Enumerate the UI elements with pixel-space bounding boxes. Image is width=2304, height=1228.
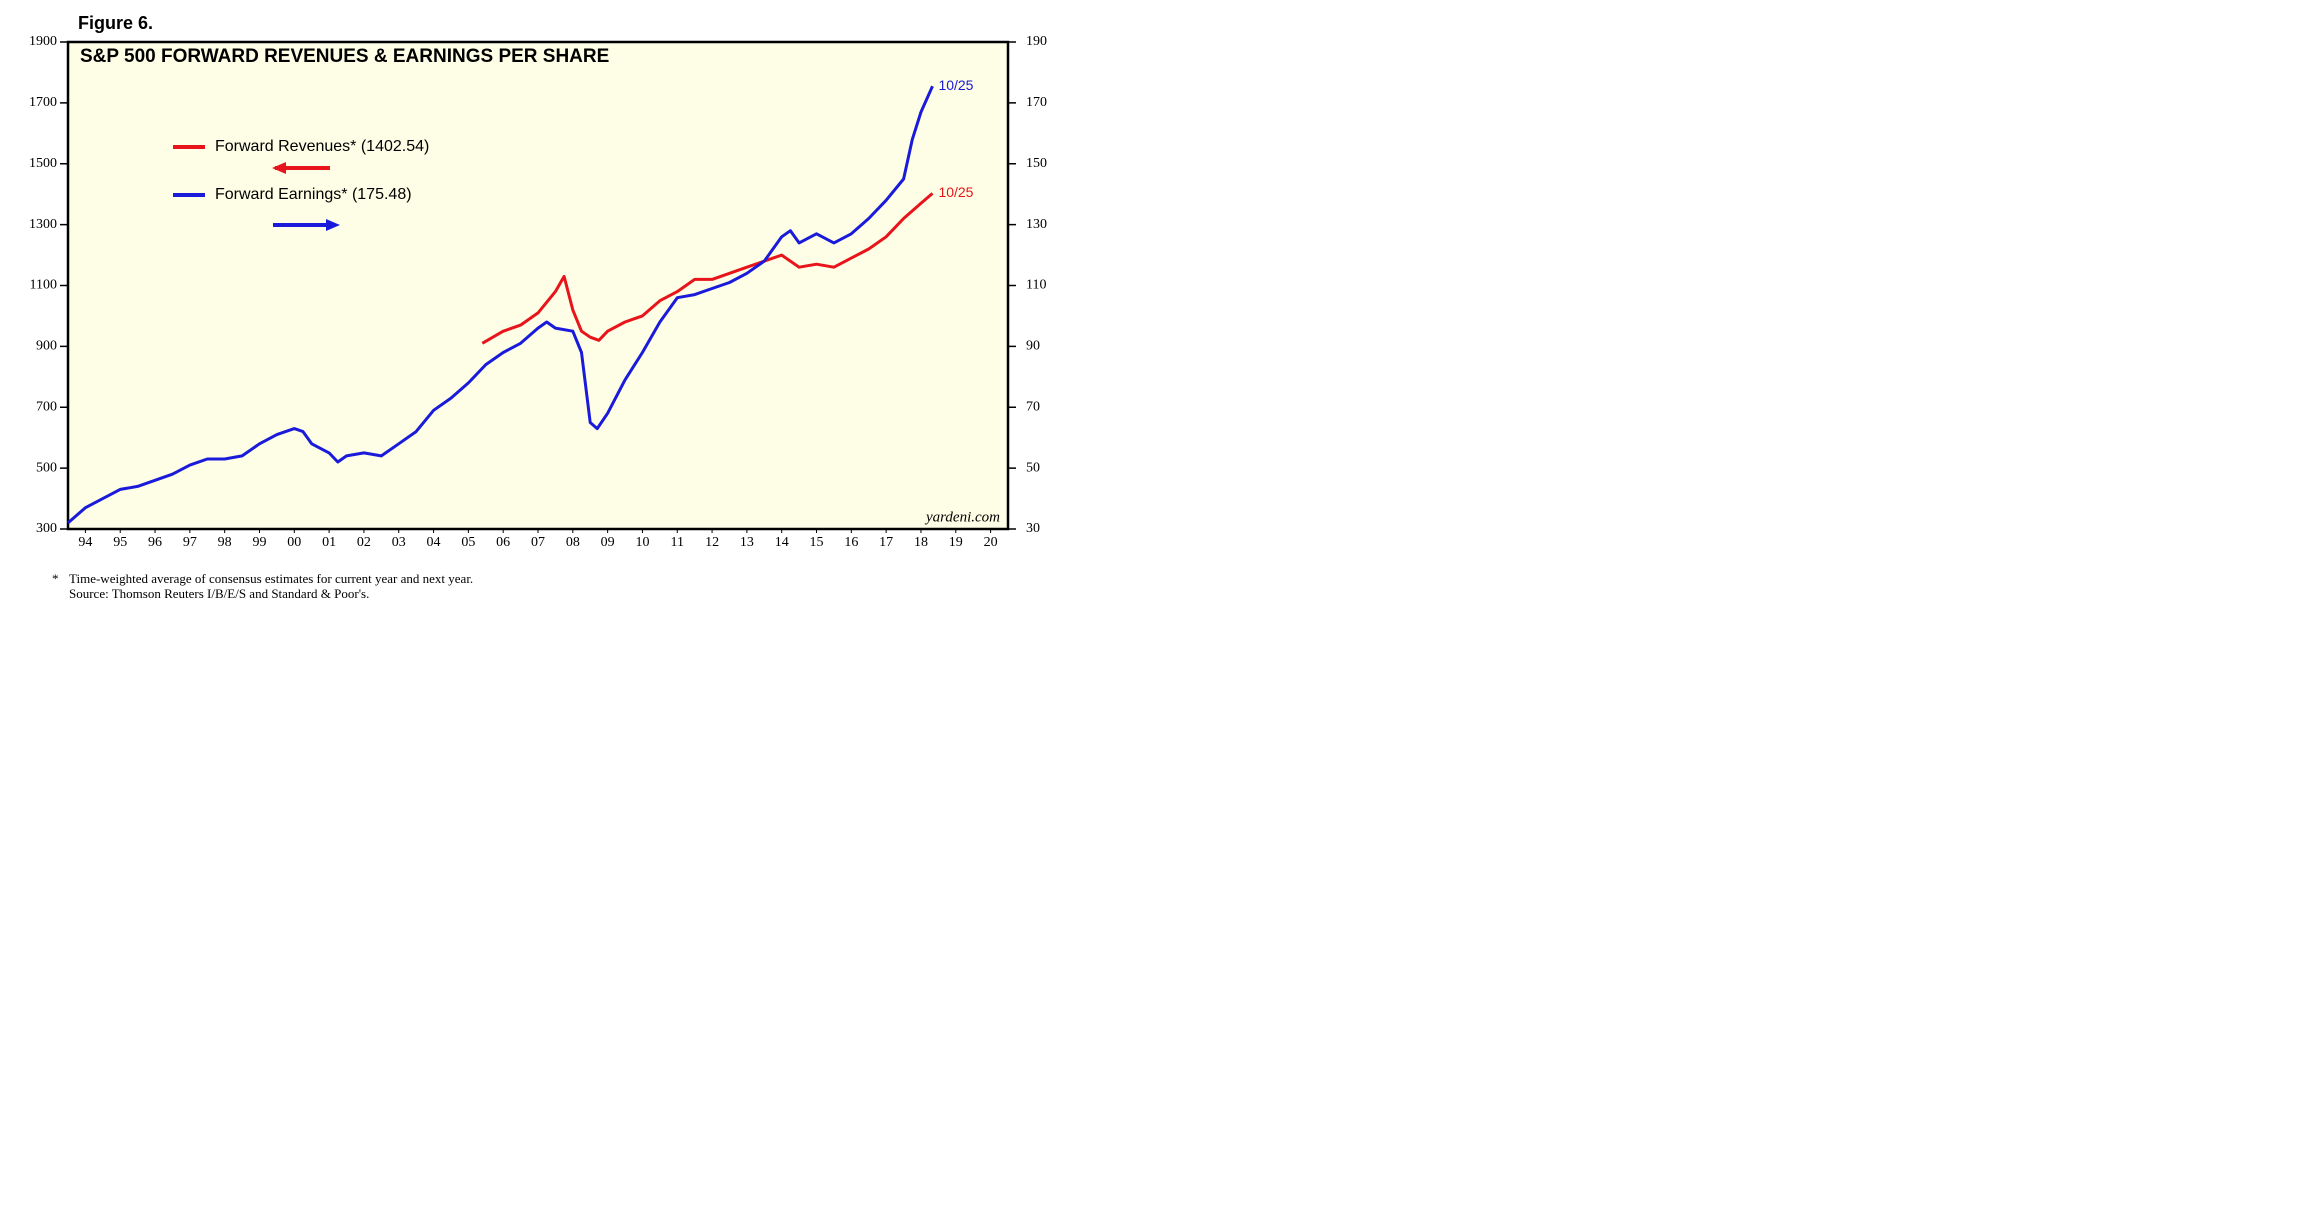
x-tick-label: 96 <box>148 535 162 550</box>
x-tick-label: 94 <box>78 535 92 550</box>
y-tick-label: 1100 <box>30 278 57 293</box>
y-tick-label: 1900 <box>29 34 57 49</box>
x-tick-label: 99 <box>252 535 266 550</box>
source: Source: Thomson Reuters I/B/E/S and Stan… <box>69 586 369 601</box>
footnote: Time-weighted average of consensus estim… <box>69 571 473 586</box>
y2-tick-label: 130 <box>1026 217 1047 232</box>
x-tick-label: 17 <box>879 535 893 550</box>
x-tick-label: 08 <box>566 535 580 550</box>
x-tick-label: 04 <box>427 535 441 550</box>
x-tick-label: 18 <box>914 535 928 550</box>
x-tick-label: 15 <box>810 535 824 550</box>
y2-tick-label: 70 <box>1026 399 1040 414</box>
axis-arrow-head <box>272 162 286 174</box>
x-tick-label: 09 <box>601 535 615 550</box>
x-tick-label: 05 <box>461 535 475 550</box>
x-tick-label: 00 <box>287 535 301 550</box>
x-tick-label: 12 <box>705 535 719 550</box>
y-tick-label: 500 <box>36 460 57 475</box>
x-tick-label: 97 <box>183 535 197 550</box>
y2-tick-label: 150 <box>1026 156 1047 171</box>
x-tick-label: 11 <box>671 535 684 550</box>
y2-tick-label: 170 <box>1026 95 1047 110</box>
y2-tick-label: 110 <box>1026 278 1046 293</box>
end-label: 10/25 <box>938 184 973 200</box>
y2-tick-label: 90 <box>1026 339 1040 354</box>
x-tick-label: 95 <box>113 535 127 550</box>
y2-tick-label: 50 <box>1026 460 1040 475</box>
end-label: 10/25 <box>938 77 973 93</box>
x-tick-label: 01 <box>322 535 336 550</box>
x-tick-label: 19 <box>949 535 963 550</box>
legend-label: Forward Earnings* (175.48) <box>215 186 412 203</box>
y-tick-label: 900 <box>36 339 57 354</box>
x-tick-label: 98 <box>218 535 232 550</box>
x-tick-label: 20 <box>984 535 998 550</box>
series-line <box>481 192 934 345</box>
series-line <box>67 85 934 525</box>
x-tick-label: 13 <box>740 535 754 550</box>
x-tick-label: 06 <box>496 535 510 550</box>
x-tick-label: 07 <box>531 535 545 550</box>
source-mark: yardeni.com <box>924 509 1000 525</box>
x-tick-label: 10 <box>635 535 649 550</box>
y2-tick-label: 190 <box>1026 34 1047 49</box>
x-tick-label: 03 <box>392 535 406 550</box>
figure-label: Figure 6. <box>78 13 153 33</box>
x-tick-label: 14 <box>775 535 789 550</box>
legend-label: Forward Revenues* (1402.54) <box>215 138 429 155</box>
x-tick-label: 02 <box>357 535 371 550</box>
footnote-marker: * <box>52 571 59 586</box>
plot-area <box>66 40 1010 531</box>
axis-arrow-head <box>326 219 340 231</box>
y-tick-label: 1300 <box>29 217 57 232</box>
chart-title: S&P 500 FORWARD REVENUES & EARNINGS PER … <box>80 46 609 67</box>
y2-tick-label: 30 <box>1026 521 1040 536</box>
y-tick-label: 700 <box>36 399 57 414</box>
y-tick-label: 1500 <box>29 156 57 171</box>
y-tick-label: 1700 <box>29 95 57 110</box>
y-tick-label: 300 <box>36 521 57 536</box>
x-tick-label: 16 <box>844 535 858 550</box>
